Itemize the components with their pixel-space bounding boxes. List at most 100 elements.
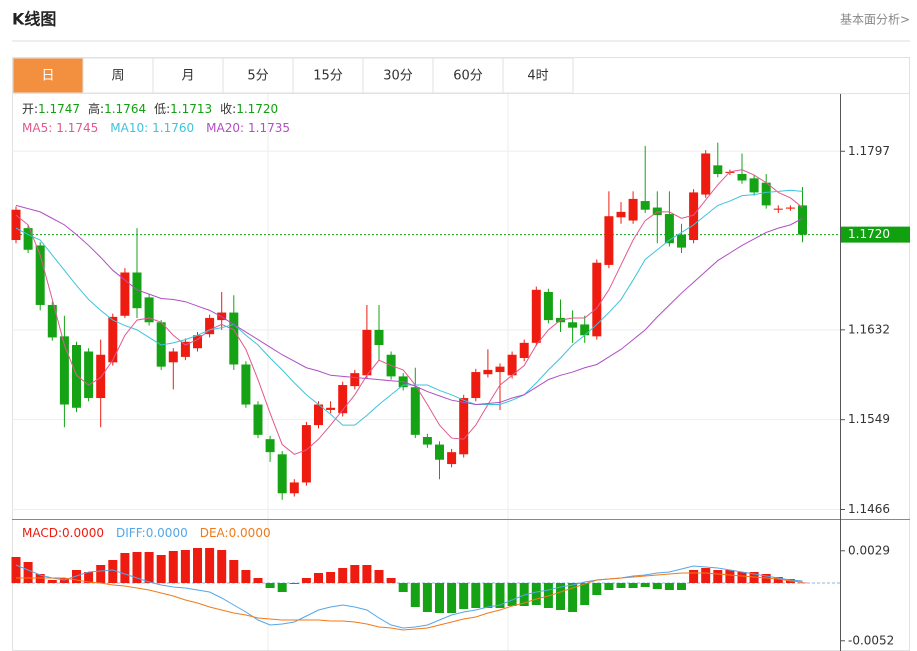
- macd-bar: [725, 570, 735, 583]
- y-tick-label: 1.1632: [848, 322, 890, 336]
- macd-bar: [23, 562, 33, 583]
- macd-bar: [84, 572, 94, 583]
- macd-bar: [386, 578, 396, 583]
- ohlc-value: 1.1713: [170, 102, 212, 116]
- macd-bar: [495, 583, 505, 608]
- candle-body: [628, 198, 638, 221]
- macd-bar: [556, 583, 565, 610]
- macd-bar: [338, 568, 348, 583]
- candle-body: [471, 372, 481, 399]
- candle-body: [338, 385, 348, 414]
- candle-body: [773, 208, 783, 210]
- tab-label[interactable]: 4时: [527, 69, 548, 84]
- candle-body: [72, 345, 81, 408]
- candle-body: [277, 454, 287, 494]
- page-title: K线图: [12, 10, 56, 29]
- legend-value: 0.0000: [62, 526, 104, 540]
- candle-body: [96, 354, 106, 399]
- tab-label[interactable]: 60分: [453, 69, 483, 84]
- candle-body: [798, 205, 807, 235]
- macd-bar: [773, 577, 783, 583]
- tab-label[interactable]: 周: [111, 69, 124, 84]
- candle-body: [265, 439, 275, 453]
- macd-bar: [229, 560, 239, 583]
- ma-legend: MA5: 1.1745 MA10: 1.1760 MA20: 1.1735: [22, 121, 290, 135]
- macd-bar: [701, 568, 711, 583]
- legend-name: MACD:: [22, 526, 62, 540]
- candle-body: [362, 329, 372, 376]
- tab[interactable]: [12, 57, 84, 94]
- macd-bar: [180, 550, 190, 583]
- ohlc-name: 开:: [22, 102, 38, 116]
- tab[interactable]: [292, 57, 364, 94]
- candle-body: [108, 316, 118, 363]
- candle-body: [435, 444, 444, 460]
- macd-bar: [483, 583, 493, 608]
- macd-bar: [713, 570, 723, 583]
- candle-body: [543, 291, 553, 321]
- tab-label[interactable]: 月: [181, 69, 194, 84]
- candle-body: [35, 245, 45, 305]
- candle-body: [410, 387, 420, 435]
- tab-label[interactable]: 5分: [247, 69, 268, 84]
- macd-bar: [350, 565, 360, 583]
- macd-bar: [362, 565, 372, 583]
- macd-bar: [592, 583, 602, 595]
- candle-body: [168, 351, 178, 363]
- tab[interactable]: [152, 57, 224, 94]
- ohlc-info: 开:1.1747 高:1.1764 低:1.1713 收:1.1720: [22, 101, 278, 116]
- candle-body: [761, 182, 771, 206]
- ohlc-name: 低:: [154, 102, 170, 116]
- candle-body: [59, 336, 69, 405]
- candle-body: [495, 366, 505, 373]
- macd-bar: [398, 583, 408, 592]
- ma-line: [15, 189, 803, 426]
- tab-label[interactable]: 日: [41, 69, 54, 84]
- macd-bar: [507, 583, 517, 606]
- candle-body: [568, 322, 578, 328]
- macd-bar: [326, 572, 336, 583]
- macd-bar: [217, 550, 227, 583]
- macd-bar: [144, 552, 154, 583]
- candle-body: [507, 354, 517, 376]
- tab-label[interactable]: 15分: [313, 69, 343, 84]
- candle-body: [229, 312, 239, 365]
- candle-body: [289, 482, 299, 494]
- tab[interactable]: [362, 57, 434, 94]
- tab[interactable]: [432, 57, 504, 94]
- candle-body: [592, 262, 602, 337]
- macd-bar: [314, 573, 323, 583]
- macd-bar: [108, 560, 118, 583]
- macd-bar: [580, 583, 590, 605]
- macd-bar: [640, 583, 650, 587]
- tab[interactable]: [222, 57, 294, 94]
- legend-value: 0.0000: [229, 526, 271, 540]
- ohlc-name: 收:: [220, 102, 236, 116]
- candle-body: [350, 373, 360, 387]
- legend-name: DEA:: [200, 526, 229, 540]
- candle-body: [483, 369, 493, 375]
- ohlc-name: 高:: [88, 101, 104, 116]
- macd-bar: [422, 583, 432, 612]
- macd-bar: [96, 565, 106, 583]
- candle-body: [241, 364, 251, 405]
- tab-label[interactable]: 30分: [383, 69, 413, 84]
- macd-bar: [737, 572, 747, 583]
- macd-bar: [616, 583, 626, 588]
- macd-bar: [120, 553, 130, 583]
- macd-legend: MACD:0.0000 DIFF:0.0000 DEA:0.0000: [22, 526, 271, 540]
- macd-bar: [604, 583, 614, 590]
- candle-body: [132, 272, 142, 309]
- tab[interactable]: [502, 57, 574, 94]
- macd-bar: [447, 583, 457, 613]
- ma-line: [15, 169, 803, 455]
- candle-body: [447, 452, 457, 465]
- macd-bar: [664, 583, 674, 590]
- candle-body: [580, 324, 590, 336]
- macd-bar: [531, 583, 541, 605]
- analysis-link[interactable]: 基本面分析>: [840, 13, 910, 27]
- macd-bar: [459, 583, 469, 609]
- last-price-label: 1.1720: [848, 227, 890, 241]
- macd-bar: [471, 583, 481, 608]
- candle-body: [23, 228, 33, 250]
